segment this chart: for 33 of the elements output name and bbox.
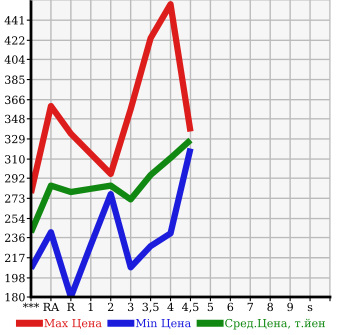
- x-tick-label: 4: [167, 302, 174, 311]
- x-tick-label: RA: [43, 302, 60, 311]
- x-tick-label: 8: [267, 302, 273, 312]
- y-tick-label: 217: [4, 254, 25, 262]
- y-tick-label: 329: [5, 134, 25, 144]
- legend-label: Max Цена: [44, 319, 102, 329]
- y-tick-label: 180: [6, 292, 25, 302]
- x-tick-label: 3,5: [142, 302, 159, 313]
- x-tick-label: 1: [88, 302, 93, 311]
- y-tick-label: 310: [5, 155, 25, 164]
- y-tick-label: 292: [4, 174, 24, 183]
- y-tick-label: 366: [5, 96, 25, 104]
- y-tick-label: 422: [4, 36, 24, 45]
- y-tick-label: 404: [4, 55, 25, 64]
- y-tick-label: 254: [4, 214, 25, 223]
- y-tick-label: 198: [6, 274, 25, 282]
- y-tick-label: 236: [4, 234, 25, 242]
- x-tick-label: s: [308, 305, 312, 312]
- x-tick-label: 7: [248, 302, 253, 311]
- legend-label: Сред.Цена, т.йен: [225, 318, 325, 330]
- x-tick-label: ***: [22, 302, 40, 308]
- x-tick-label: 4,5: [182, 302, 198, 313]
- legend-label: Min Цена: [136, 318, 191, 329]
- y-tick-label: 348: [5, 114, 25, 124]
- x-tick-label: R: [67, 302, 76, 311]
- x-tick-label: 2: [108, 302, 114, 311]
- y-tick-label: 385: [5, 76, 25, 84]
- x-tick-label: 3: [128, 302, 134, 312]
- x-tick-label: 9: [287, 302, 293, 312]
- x-tick-label: 5: [208, 302, 214, 312]
- x-tick-label: 6: [228, 302, 234, 312]
- y-tick-label: 273: [4, 194, 25, 203]
- y-tick-label: 441: [4, 16, 24, 24]
